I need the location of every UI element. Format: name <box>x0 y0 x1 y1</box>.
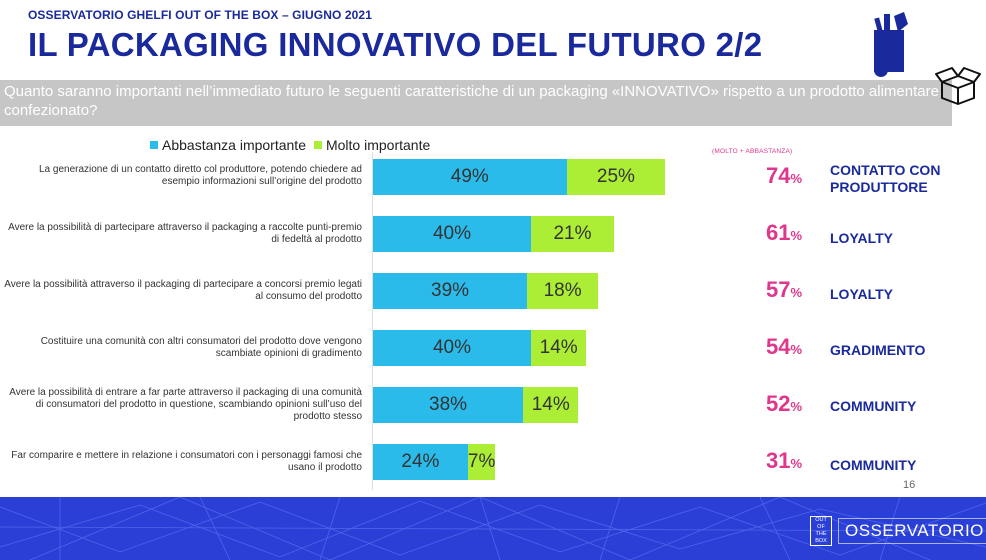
total-value: 54% <box>712 334 802 360</box>
category-tag: COMMUNITY <box>830 398 917 414</box>
total-unit: % <box>790 171 802 186</box>
legend-item-abbastanza: Abbastanza importante <box>150 137 306 153</box>
total-value: 31% <box>712 448 802 474</box>
report-kicker: OSSERVATORIO GHELFI OUT OF THE BOX – GIU… <box>28 8 372 22</box>
category-tag: LOYALTY <box>830 230 894 246</box>
bar-molto: 14% <box>531 330 587 366</box>
bar-molto: 14% <box>523 387 579 423</box>
total-unit: % <box>790 342 802 357</box>
bar-abbastanza: 49% <box>373 159 567 195</box>
bar-value-label: 14% <box>539 337 578 358</box>
chart-legend: Abbastanza importante Molto importante <box>150 137 430 153</box>
row-label: Far comparire e mettere in relazione i c… <box>11 450 362 473</box>
sum-note: (MOLTO + ABBASTANZA) <box>712 148 793 155</box>
row-label: Avere la possibilità di partecipare attr… <box>8 222 362 245</box>
row-label: Costituire una comunità con altri consum… <box>40 336 362 359</box>
footer-pattern <box>0 497 986 560</box>
bar-value-label: 21% <box>553 223 592 244</box>
logo-box: OUT OF THE BOX <box>810 516 832 546</box>
bar-molto: 18% <box>527 273 599 309</box>
bar-molto: 25% <box>566 159 666 195</box>
bar-abbastanza: 39% <box>373 273 528 309</box>
page-number: 16 <box>903 479 916 491</box>
row-label: Avere la possibilità di entrare a far pa… <box>9 387 362 422</box>
bar-abbastanza: 24% <box>373 444 468 480</box>
category-tag: CONTATTO CON PRODUTTORE <box>830 162 941 195</box>
row-label: Avere la possibilità attraverso il packa… <box>4 279 362 302</box>
bar-molto: 7% <box>467 444 496 480</box>
total-value: 57% <box>712 277 802 303</box>
total-number: 74 <box>765 163 791 188</box>
chart-axis <box>372 152 373 490</box>
bar-value-label: 39% <box>431 280 470 301</box>
survey-question: Quanto saranno importanti nell’immediato… <box>4 83 939 119</box>
total-unit: % <box>790 456 802 471</box>
bar-abbastanza: 40% <box>373 216 531 252</box>
total-number: 61 <box>765 220 791 245</box>
total-number: 57 <box>765 277 791 302</box>
legend-swatch-green <box>313 141 322 149</box>
bar-value-label: 40% <box>432 337 472 358</box>
bar-value-label: 24% <box>401 451 440 472</box>
osservatorio-logo: OUT OF THE BOX OSSERVATORIO <box>810 516 986 546</box>
bar-value-label: 7% <box>467 451 496 472</box>
total-unit: % <box>790 285 802 300</box>
total-unit: % <box>790 228 802 243</box>
legend-label: Molto importante <box>325 137 431 153</box>
bar-value-label: 25% <box>596 166 635 187</box>
category-tag: GRADIMENTO <box>830 342 926 358</box>
legend-swatch-blue <box>150 141 158 149</box>
bar-abbastanza: 40% <box>373 330 531 366</box>
bar-value-label: 49% <box>450 166 489 187</box>
question-band <box>0 80 952 126</box>
bar-abbastanza: 38% <box>373 387 524 423</box>
page-title: IL PACKAGING INNOVATIVO DEL FUTURO 2/2 <box>28 26 763 63</box>
total-number: 31 <box>765 448 791 473</box>
grocery-bag-icon <box>874 12 908 77</box>
category-tag: LOYALTY <box>830 286 894 302</box>
total-value: 61% <box>712 220 802 246</box>
logo-text: OSSERVATORIO <box>838 518 986 544</box>
bar-value-label: 14% <box>531 394 570 415</box>
total-unit: % <box>790 399 802 414</box>
total-value: 74% <box>712 163 802 189</box>
total-value: 52% <box>712 391 802 417</box>
legend-label: Abbastanza importante <box>162 137 306 153</box>
package-box-icon <box>935 67 981 105</box>
total-number: 52 <box>765 391 791 416</box>
bar-value-label: 18% <box>543 280 582 301</box>
legend-item-molto: Molto importante <box>313 137 431 153</box>
category-tag: COMMUNITY <box>830 457 917 473</box>
row-label: La generazione di un contatto diretto co… <box>38 164 362 187</box>
bar-value-label: 40% <box>432 223 472 244</box>
bar-value-label: 38% <box>429 394 468 415</box>
footer-band <box>0 497 986 560</box>
bar-molto: 21% <box>531 216 614 252</box>
total-number: 54 <box>765 334 791 359</box>
